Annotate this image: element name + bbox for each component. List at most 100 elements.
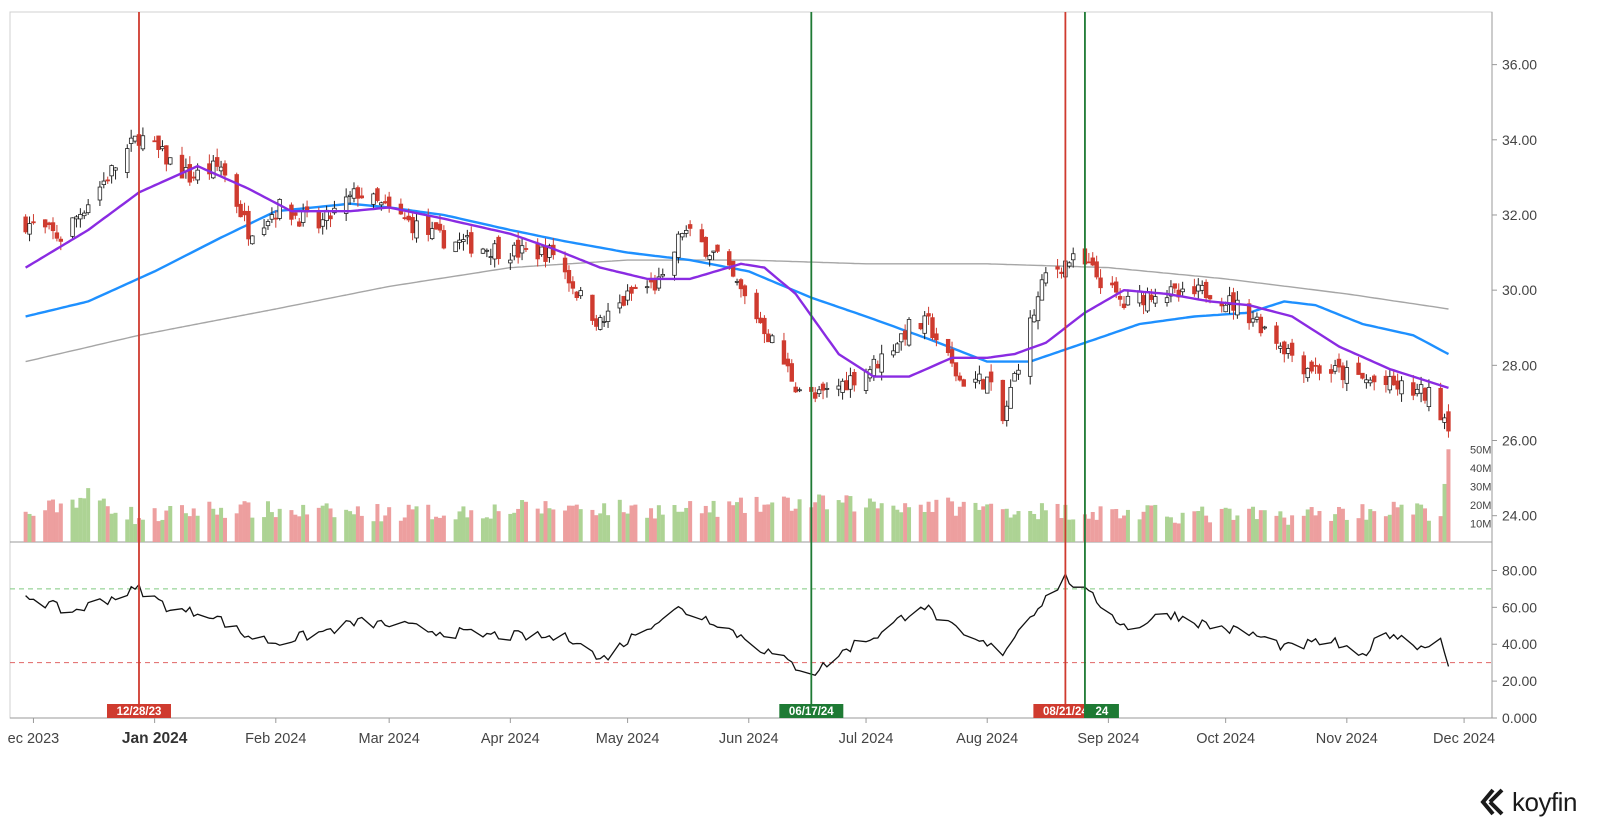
candle-body bbox=[1371, 375, 1377, 383]
candle-body bbox=[1285, 348, 1291, 354]
candle-body bbox=[1313, 364, 1318, 367]
volume-bar bbox=[1442, 483, 1447, 542]
volume-bar bbox=[625, 513, 630, 542]
koyfin-logo[interactable]: koyfin bbox=[1478, 785, 1577, 819]
time-tick-label: Apr 2024 bbox=[481, 731, 540, 747]
volume-bar bbox=[1032, 513, 1037, 542]
volume-bar bbox=[930, 511, 935, 542]
volume-bar bbox=[387, 507, 392, 542]
candle-body bbox=[1192, 286, 1197, 295]
volume-bar bbox=[496, 511, 501, 542]
ma-short-line bbox=[24, 164, 1449, 390]
candle-body bbox=[590, 294, 595, 321]
volume-bar bbox=[406, 504, 411, 542]
volume-bar bbox=[867, 498, 872, 542]
candle-body bbox=[156, 135, 161, 150]
candle-body bbox=[457, 239, 462, 243]
volume-bar bbox=[602, 503, 607, 542]
candle-body bbox=[1360, 372, 1365, 379]
candle-body bbox=[899, 333, 904, 343]
candle-body bbox=[1059, 271, 1064, 274]
candle-body bbox=[1414, 388, 1420, 395]
volume-bar bbox=[211, 508, 216, 542]
candle-body bbox=[734, 280, 740, 283]
volume-bar bbox=[1438, 516, 1443, 542]
candle-body bbox=[988, 371, 994, 383]
volume-bar bbox=[1000, 509, 1005, 542]
candle-body bbox=[320, 219, 325, 227]
volume-bar bbox=[985, 504, 990, 542]
volume-bar bbox=[895, 509, 900, 542]
volume-bar bbox=[1016, 511, 1021, 542]
volume-bar bbox=[332, 517, 337, 542]
candle-body bbox=[699, 229, 705, 243]
candle-body bbox=[1121, 303, 1127, 308]
volume-bar bbox=[660, 514, 665, 542]
candle-body bbox=[214, 157, 220, 167]
candle-body bbox=[1426, 387, 1432, 408]
volume-bar bbox=[164, 510, 169, 542]
candle-body bbox=[617, 302, 622, 309]
volume-bar bbox=[78, 497, 83, 542]
volume-bar bbox=[1313, 515, 1318, 542]
candle-body bbox=[328, 215, 333, 220]
volume-tick-label: 50M bbox=[1470, 444, 1491, 456]
volume-bar bbox=[58, 503, 63, 542]
time-tick-label: Oct 2024 bbox=[1196, 731, 1255, 747]
volume-bar bbox=[70, 499, 75, 542]
rsi-tick-label: 20.00 bbox=[1502, 673, 1537, 689]
candle-body bbox=[1442, 417, 1447, 423]
volume-bar bbox=[1423, 508, 1428, 542]
candle-body bbox=[355, 187, 361, 199]
signal-date-badge bbox=[106, 704, 171, 718]
candle-body bbox=[82, 212, 87, 217]
candle-body bbox=[54, 232, 60, 239]
volume-bar bbox=[1141, 511, 1146, 542]
candle-body bbox=[1246, 303, 1252, 324]
candle-body bbox=[816, 389, 822, 395]
candle-body bbox=[508, 259, 513, 264]
candle-body bbox=[953, 362, 959, 377]
volume-bar bbox=[973, 502, 978, 542]
volume-bar bbox=[402, 517, 407, 542]
candle-body bbox=[1282, 341, 1287, 355]
volume-bar bbox=[1086, 518, 1091, 542]
candle-body bbox=[672, 251, 677, 276]
time-tick-label: Jul 2024 bbox=[839, 731, 894, 747]
volume-bar bbox=[324, 503, 329, 542]
price-tick-label: 24.00 bbox=[1502, 508, 1537, 524]
candle-body bbox=[1110, 282, 1115, 286]
volume-bar bbox=[918, 504, 923, 542]
volume-bar bbox=[1426, 520, 1431, 542]
volume-bar bbox=[195, 515, 200, 542]
volume-bar bbox=[219, 507, 224, 542]
volume-bar bbox=[1344, 519, 1349, 542]
candle-body bbox=[140, 135, 146, 150]
volume-bar bbox=[1114, 508, 1119, 542]
volume-bar bbox=[1340, 508, 1345, 542]
candle-body bbox=[934, 333, 939, 341]
candle-body bbox=[191, 176, 196, 179]
candle-body bbox=[1336, 358, 1342, 368]
candle-body bbox=[250, 235, 255, 245]
volume-bar bbox=[961, 501, 966, 542]
volume-bar bbox=[1090, 512, 1095, 542]
volume-bar bbox=[758, 511, 763, 542]
volume-bar bbox=[277, 508, 282, 542]
candle-body bbox=[820, 383, 826, 391]
candle-body bbox=[781, 340, 787, 365]
volume-bar bbox=[1317, 510, 1322, 542]
volume-bar bbox=[844, 495, 849, 542]
volume-bar bbox=[645, 517, 650, 542]
volume-bar bbox=[539, 513, 544, 542]
candle-body bbox=[1207, 295, 1213, 300]
signal-date-label: 24 bbox=[1096, 706, 1109, 718]
candle-body bbox=[707, 255, 712, 260]
volume-bar bbox=[1200, 506, 1205, 542]
volume-bar bbox=[371, 521, 376, 542]
volume-bar bbox=[731, 505, 736, 542]
volume-bar bbox=[488, 518, 493, 542]
candle-body bbox=[648, 279, 654, 283]
signal-markers[interactable]: 12/28/23 06/17/24 08/21/24 24 bbox=[106, 12, 1119, 718]
